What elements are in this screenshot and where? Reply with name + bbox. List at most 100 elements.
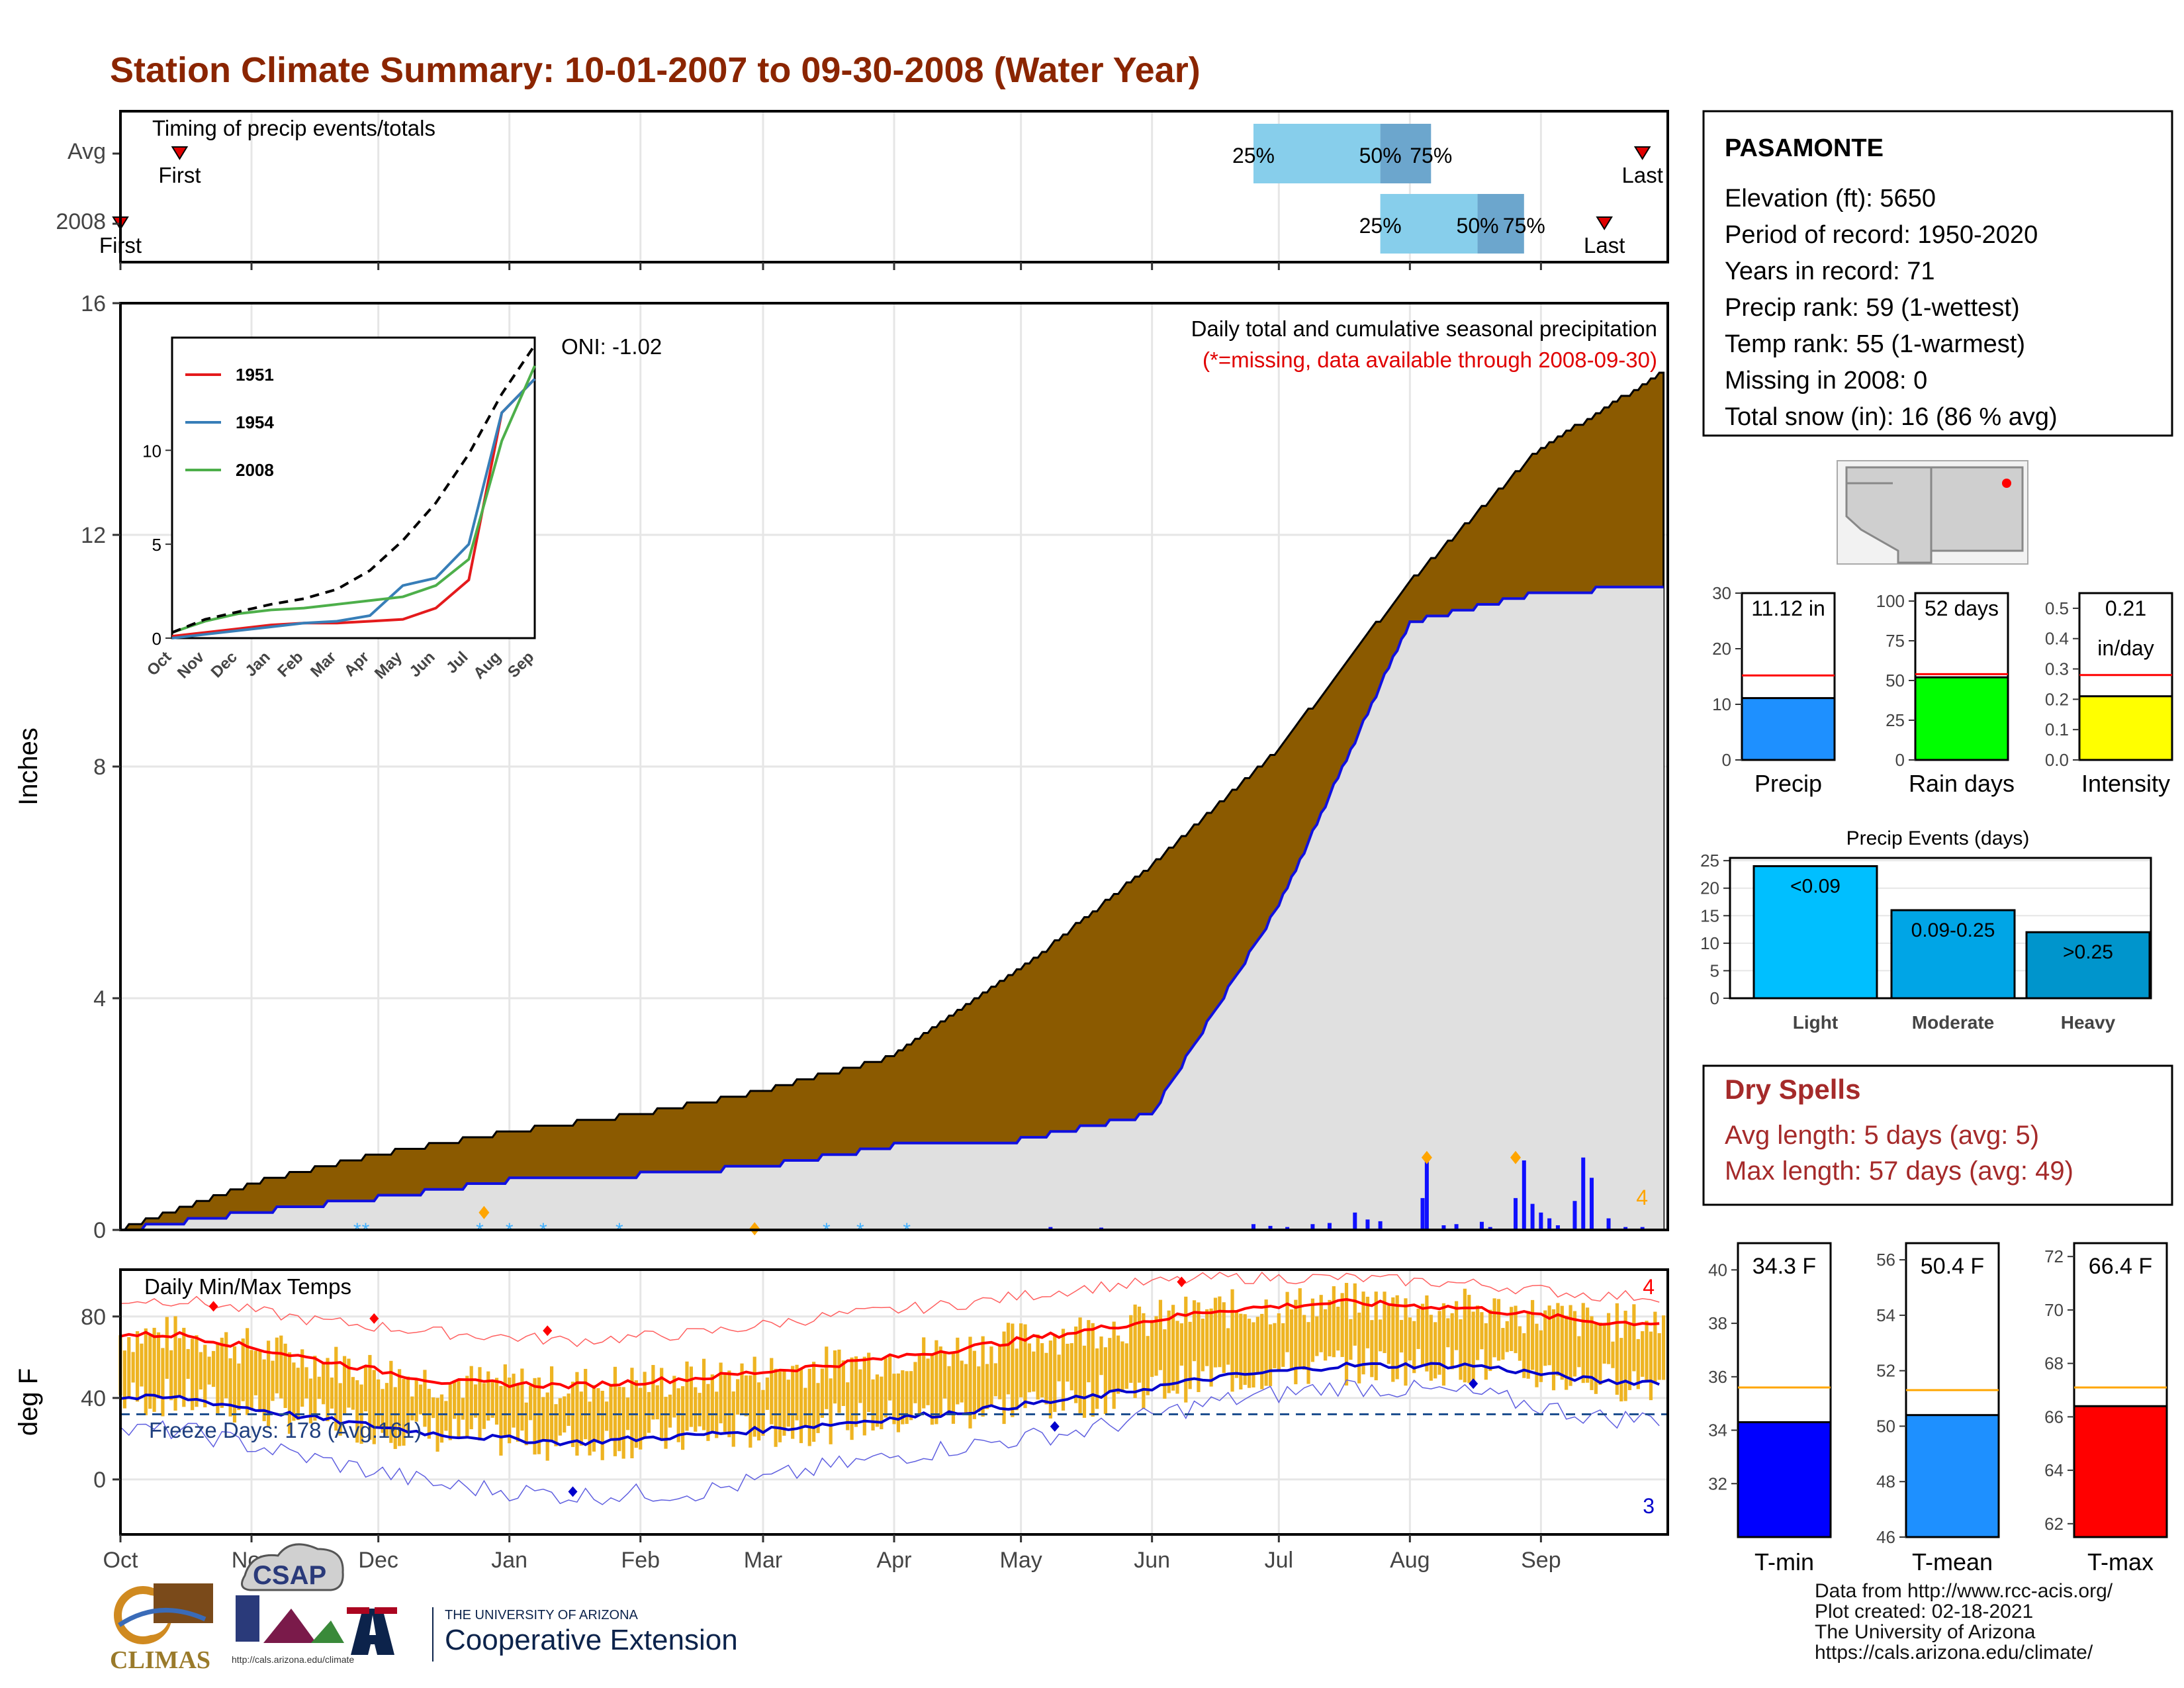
daily-temp-bar [490,1381,494,1418]
daily-temp-bar [647,1391,651,1433]
daily-temp-bar [1606,1313,1611,1364]
temps-count-min: 3 [1643,1494,1655,1518]
daily-temp-bar [499,1385,503,1456]
daily-temp-bar [765,1377,769,1410]
record-marker [1421,1150,1432,1164]
climas-logo-text: CLIMAS [110,1646,210,1674]
daily-temp-bar [1302,1315,1306,1370]
daily-temp-bar [1213,1297,1218,1368]
daily-temp-bar [1395,1295,1399,1380]
daily-temp-bar [406,1376,410,1434]
daily-temp-bar [1066,1343,1069,1382]
daily-temp-bar [1201,1319,1205,1372]
daily-temp-bar [313,1356,317,1421]
daily-temp-bar [1099,1336,1103,1376]
daily-temp-bar [1103,1347,1107,1415]
daily-temp-bar [1569,1305,1572,1386]
daily-temp-bar [524,1402,528,1446]
daily-temp-bar [1116,1335,1120,1394]
daily-temp-bar [1522,1333,1526,1378]
daily-temp-bar [545,1392,549,1461]
daily-temp-bar [1344,1283,1349,1386]
daily-temp-bar [1420,1303,1425,1365]
daily-temp-bar [1091,1323,1095,1417]
daily-temp-bar [393,1387,397,1449]
daily-temp-bar [1340,1293,1344,1357]
events-bar [1752,865,1878,1000]
last-marker [1633,146,1651,160]
daily-temp-bar [1501,1328,1505,1360]
daily-temp-bar [330,1377,334,1409]
daily-temp-bar [1179,1323,1183,1366]
daily-temp-bar [799,1368,803,1444]
summary-ytick-label: 50 [1886,671,1905,690]
daily-temp-bar [554,1404,558,1446]
daily-temp-bar [1594,1323,1598,1394]
daily-temp-bar [482,1383,486,1429]
daily-precip-bar [1539,1212,1543,1230]
daily-temp-bar [981,1336,985,1417]
daily-temp-bar [1255,1317,1259,1374]
temp-bar-name: T-mean [1912,1548,1993,1575]
events-bar [2025,931,2151,1000]
record-marker [1510,1150,1522,1164]
daily-temp-bar [1184,1296,1188,1403]
daily-temp-bar [934,1340,938,1425]
inset-ytick-label: 5 [152,535,161,555]
quartile-label-75: 75% [1503,214,1545,238]
daily-temp-bar [807,1368,811,1446]
daily-temp-bar [516,1383,520,1442]
daily-temp-bar [1027,1343,1032,1393]
daily-temp-bar [617,1386,621,1452]
daily-temp-bar [613,1366,617,1456]
daily-temp-bar [1277,1313,1281,1372]
daily-temp-bar [951,1352,956,1424]
daily-temp-bar [439,1394,444,1443]
daily-temp-bar [322,1362,326,1405]
daily-temp-bar [203,1344,207,1408]
quartile-label-50: 50% [1359,144,1402,167]
daily-temp-bar [216,1342,220,1415]
location-map [1837,460,2028,565]
daily-temp-bar [140,1343,144,1387]
temp-bar-ytick-label: 72 [2044,1246,2064,1266]
daily-temp-bar [250,1350,253,1409]
daily-temp-bar [131,1352,135,1383]
daily-temp-bar [1535,1323,1539,1387]
daily-temp-bar [122,1350,126,1409]
daily-temp-bar [752,1356,756,1437]
daily-temp-bar [1323,1309,1328,1361]
daily-temp-bar [537,1377,541,1454]
daily-temp-bar [1120,1341,1124,1393]
daily-temp-bar [1167,1310,1171,1393]
daily-temp-bar [317,1376,321,1399]
daily-temp-bar [1006,1323,1011,1395]
daily-temp-bar [423,1370,427,1427]
daily-temp-bar [1074,1326,1078,1403]
first-marker [171,146,189,160]
daily-temp-bar [414,1379,418,1422]
daily-temp-bar [161,1348,165,1417]
quartile-label-50: 50% [1457,214,1499,238]
temps-label: Daily Min/Max Temps [144,1274,351,1299]
daily-temp-bar [825,1346,829,1409]
climas-logo: CLIMAS [110,1583,213,1674]
daily-temp-bar [1251,1322,1255,1388]
daily-temp-bar [756,1382,761,1441]
daily-temp-bar [338,1383,342,1436]
y-tick-label: 12 [81,523,106,548]
daily-temp-bar [1353,1283,1357,1346]
summary-value-label: 52 days [1925,596,1999,620]
daily-temp-bar [1310,1298,1315,1362]
daily-temp-bar [943,1352,947,1399]
quartile-label-25: 25% [1359,214,1402,238]
daily-precip-bar [1606,1218,1611,1230]
daily-temp-bar [478,1367,482,1440]
daily-temp-bar [292,1362,296,1421]
freeze-days: Freeze Days: 178 (Avg:161) [149,1418,422,1442]
daily-precip-bar [1353,1212,1357,1230]
daily-temp-bar [1590,1316,1594,1390]
events-category-label: Light [1793,1012,1838,1033]
daily-temp-bar [956,1337,960,1405]
